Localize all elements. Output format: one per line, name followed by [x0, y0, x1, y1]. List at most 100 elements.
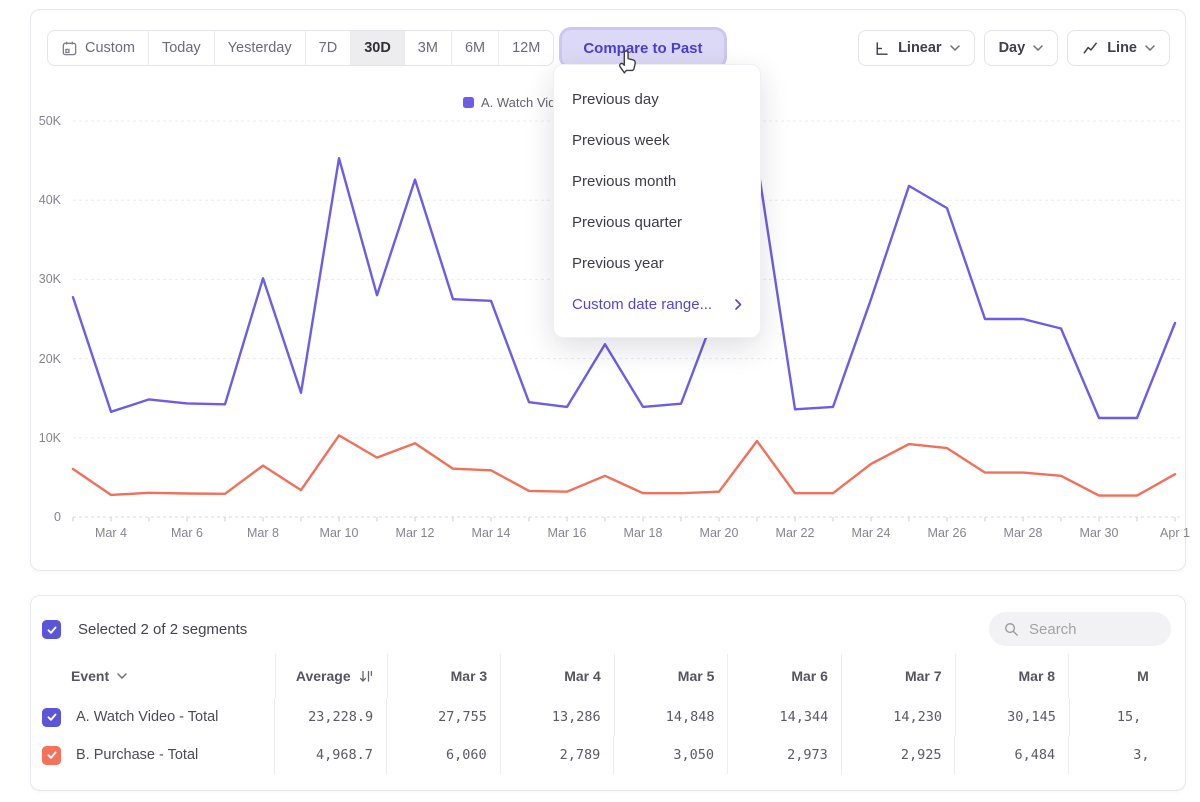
x-tick-label: Mar 28 — [988, 525, 1058, 541]
chevron-right-icon — [735, 299, 742, 310]
value-cell: 13,286 — [501, 698, 615, 736]
preset-label: Custom — [85, 40, 135, 56]
column-header-mar-7[interactable]: Mar 7 — [842, 654, 956, 698]
column-header-mar-8[interactable]: Mar 8 — [956, 654, 1070, 698]
average-cell: 23,228.9 — [275, 698, 387, 736]
value-cell: 3,050 — [614, 736, 728, 774]
search-box[interactable] — [989, 612, 1171, 646]
preset-12m[interactable]: 12M — [498, 31, 553, 65]
chevron-down-icon — [1145, 45, 1155, 51]
value-cell: 6,484 — [955, 736, 1069, 774]
average-cell: 4,968.7 — [275, 736, 387, 774]
preset-7d[interactable]: 7D — [305, 31, 351, 65]
table-row[interactable]: A. Watch Video - Total 23,228.9 27,755 1… — [31, 698, 1185, 736]
compare-to-past-button[interactable]: Compare to Past — [562, 30, 723, 66]
column-header-clipped: M — [1069, 654, 1185, 698]
series-label: A. Watch Video - Total — [76, 709, 218, 725]
y-tick-label: 10K — [31, 430, 61, 446]
sort-descending-icon — [358, 669, 374, 684]
date-range-presets: Custom Today Yesterday 7D 30D 3M 6M 12M — [47, 30, 554, 66]
value-cell: 27,755 — [387, 698, 501, 736]
series-label: B. Purchase - Total — [76, 747, 198, 763]
y-tick-label: 30K — [31, 271, 61, 287]
chevron-down-icon — [117, 673, 127, 679]
x-tick-label: Mar 12 — [380, 525, 450, 541]
column-header-average[interactable]: Average — [276, 654, 388, 698]
value-cell: 2,973 — [728, 736, 842, 774]
search-input[interactable] — [1029, 621, 1149, 638]
menu-item-previous-day[interactable]: Previous day — [554, 79, 760, 120]
x-tick-label: Mar 8 — [228, 525, 298, 541]
x-tick-label: Mar 20 — [684, 525, 754, 541]
compare-dropdown-menu: Previous day Previous week Previous mont… — [553, 64, 761, 338]
y-tick-label: 50K — [31, 113, 61, 129]
toolbar: Custom Today Yesterday 7D 30D 3M 6M 12M … — [47, 30, 1170, 66]
y-tick-label: 0 — [31, 509, 61, 525]
x-tick-label: Mar 10 — [304, 525, 374, 541]
menu-item-previous-year[interactable]: Previous year — [554, 243, 760, 284]
table-header: Event Average Mar 3 Mar 4 Mar 5 Mar 6 Ma… — [31, 654, 1185, 698]
calendar-icon — [61, 40, 78, 57]
x-tick-label: Mar 14 — [456, 525, 526, 541]
value-cell-clipped: 15, — [1070, 698, 1185, 736]
preset-30d-selected[interactable]: 30D — [350, 31, 404, 65]
cursor-pointer-icon — [614, 47, 640, 75]
preset-yesterday[interactable]: Yesterday — [214, 31, 305, 65]
row-label-cell: A. Watch Video - Total — [31, 698, 275, 736]
menu-item-previous-quarter[interactable]: Previous quarter — [554, 202, 760, 243]
check-icon — [46, 624, 58, 636]
column-header-mar-5[interactable]: Mar 5 — [615, 654, 729, 698]
chevron-down-icon — [1033, 45, 1043, 51]
x-tick-label: Apr 1 — [1140, 525, 1200, 541]
value-cell: 14,344 — [728, 698, 842, 736]
value-cell: 14,848 — [615, 698, 729, 736]
select-all-checkbox[interactable] — [42, 620, 61, 639]
line-chart-icon — [1082, 40, 1099, 57]
value-cell: 2,925 — [842, 736, 956, 774]
chart-type-select[interactable]: Line — [1067, 30, 1170, 66]
value-cell: 14,230 — [842, 698, 956, 736]
segments-header: Selected 2 of 2 segments — [31, 596, 1185, 654]
column-header-event[interactable]: Event — [31, 654, 276, 698]
x-tick-label: Mar 6 — [152, 525, 222, 541]
menu-item-previous-month[interactable]: Previous month — [554, 161, 760, 202]
x-tick-label: Mar 30 — [1064, 525, 1134, 541]
value-cell: 30,145 — [956, 698, 1070, 736]
toolbar-spacer — [724, 30, 850, 66]
preset-today[interactable]: Today — [148, 31, 214, 65]
y-tick-label: 40K — [31, 192, 61, 208]
scale-select[interactable]: Linear — [858, 30, 975, 66]
x-tick-label: Mar 18 — [608, 525, 678, 541]
preset-custom[interactable]: Custom — [48, 31, 148, 65]
table-row[interactable]: B. Purchase - Total 4,968.7 6,060 2,789 … — [31, 736, 1185, 774]
legend-swatch — [463, 97, 474, 108]
row-checkbox[interactable] — [42, 708, 61, 727]
search-icon — [1003, 621, 1020, 638]
x-tick-label: Mar 4 — [76, 525, 146, 541]
chevron-down-icon — [950, 45, 960, 51]
y-tick-label: 20K — [31, 351, 61, 367]
segments-card: Selected 2 of 2 segments Event Average M… — [30, 595, 1186, 791]
interval-select[interactable]: Day — [984, 30, 1059, 66]
x-tick-label: Mar 16 — [532, 525, 602, 541]
row-label-cell: B. Purchase - Total — [31, 736, 275, 774]
x-tick-label: Mar 24 — [836, 525, 906, 541]
value-cell: 2,789 — [501, 736, 615, 774]
selected-count-label: Selected 2 of 2 segments — [78, 621, 247, 638]
menu-item-previous-week[interactable]: Previous week — [554, 120, 760, 161]
x-tick-label: Mar 26 — [912, 525, 982, 541]
column-header-mar-4[interactable]: Mar 4 — [501, 654, 615, 698]
column-header-mar-6[interactable]: Mar 6 — [728, 654, 842, 698]
check-icon — [46, 749, 58, 761]
menu-item-custom-date-range[interactable]: Custom date range... — [554, 284, 760, 325]
value-cell: 6,060 — [387, 736, 501, 774]
value-cell-clipped: 3, — [1069, 736, 1185, 774]
column-header-mar-3[interactable]: Mar 3 — [388, 654, 502, 698]
x-tick-label: Mar 22 — [760, 525, 830, 541]
analytics-dashboard: Custom Today Yesterday 7D 30D 3M 6M 12M … — [0, 0, 1200, 802]
row-checkbox[interactable] — [42, 746, 61, 765]
check-icon — [46, 711, 58, 723]
preset-6m[interactable]: 6M — [451, 31, 498, 65]
linear-axis-icon — [873, 40, 890, 57]
preset-3m[interactable]: 3M — [404, 31, 451, 65]
